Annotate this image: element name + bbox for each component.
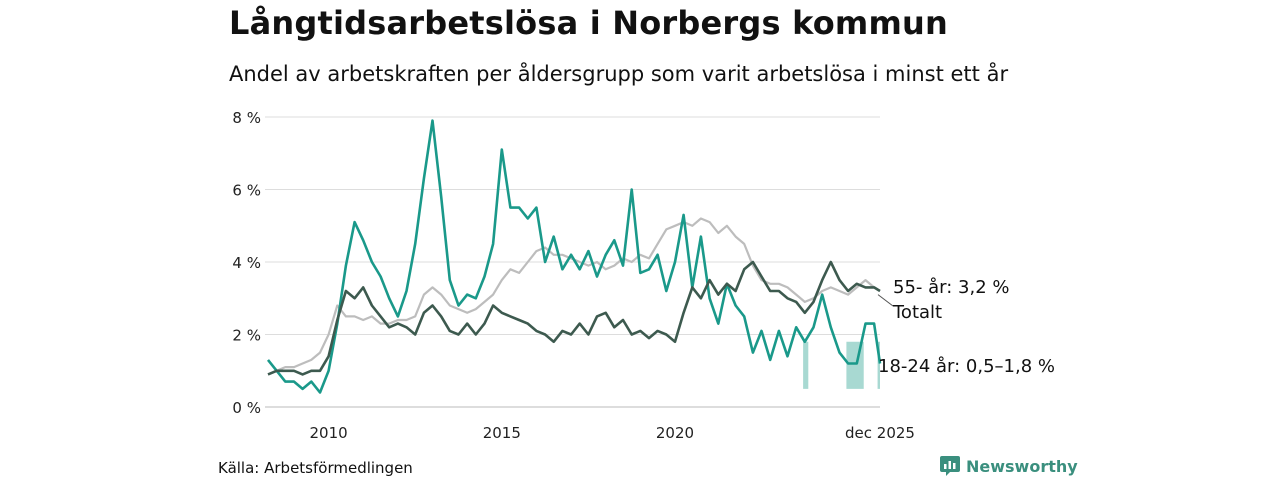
x-tick-label-2: 2020: [656, 424, 694, 442]
y-tick-label-4: 4 %: [232, 254, 261, 272]
y-tick-label-0: 0 %: [232, 399, 261, 417]
newsworthy-logo-icon: [940, 456, 960, 476]
series-label-55-r: 55- år: 3,2 %: [893, 277, 1009, 298]
chart-title: Långtidsarbetslösa i Norbergs kommun: [229, 4, 948, 42]
chart-subtitle: Andel av arbetskraften per åldersgrupp s…: [229, 62, 1009, 86]
series-label-18-24-r: 18-24 år: 0,5–1,8 %: [878, 356, 1055, 377]
uncertainty-band-2: [877, 341, 880, 389]
uncertainty-band-layer: [803, 341, 880, 389]
series-lines: [266, 119, 882, 394]
x-tick-label-0: 2010: [310, 424, 348, 442]
axis-labels: 0 % 2 % 4 % 6 % 8 % 2010 2015 2020 dec 2025: [232, 109, 915, 442]
series-label-totalt: Totalt: [892, 302, 942, 323]
grid-lines: [265, 116, 880, 408]
series-line-18-24-r: [266, 119, 882, 394]
label-leader-0: [877, 294, 894, 307]
newsworthy-logo: Newsworthy: [940, 456, 1078, 476]
x-tick-label-1: 2015: [483, 424, 521, 442]
y-tick-label-8: 8 %: [232, 109, 261, 127]
y-tick-label-6: 6 %: [232, 182, 261, 200]
source-note: Källa: Arbetsförmedlingen: [218, 459, 413, 477]
brand-name: Newsworthy: [966, 456, 1078, 476]
y-tick-label-2: 2 %: [232, 327, 261, 345]
series-labels: 55- år: 3,2 % Totalt 18-24 år: 0,5–1,8 %: [877, 277, 1055, 377]
series-line-55-r: [267, 260, 881, 376]
x-tick-label-3: dec 2025: [845, 424, 915, 442]
uncertainty-band-0: [803, 341, 809, 389]
